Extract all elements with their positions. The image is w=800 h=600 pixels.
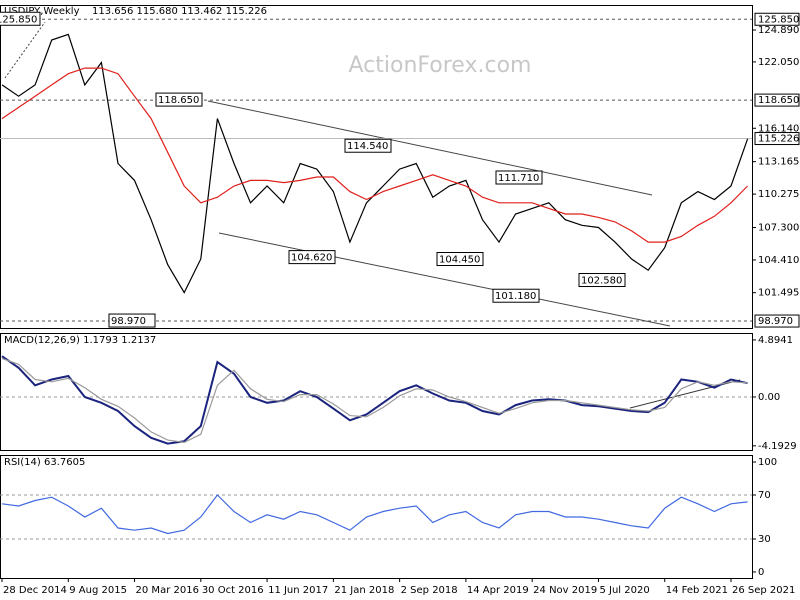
- x-tick-label: 5 Jul 2020: [599, 585, 649, 596]
- annotation-box: [492, 288, 540, 303]
- level-label: 125.850: [758, 14, 799, 25]
- x-tick-label: 11 Jun 2017: [268, 585, 328, 596]
- annotation-box: [288, 250, 336, 265]
- annotation-label: 118.650: [158, 95, 199, 106]
- annotation-box: [344, 138, 392, 153]
- y-tick-label: 70: [758, 490, 771, 501]
- annotation-box: [0, 11, 41, 26]
- panel-frame: [0, 455, 753, 579]
- y-tick-label: 4.8941: [758, 335, 793, 346]
- annotation-label: 102.580: [581, 276, 622, 287]
- annotation-label: 104.620: [291, 253, 332, 264]
- y-tick-label: 110.275: [758, 189, 799, 200]
- x-tick-label: 14 Feb 2021: [666, 585, 728, 596]
- annotation-box: [155, 92, 203, 107]
- x-tick-label: 24 Nov 2019: [533, 585, 597, 596]
- y-tick-label: 107.300: [758, 223, 799, 234]
- channel-lower: [218, 232, 671, 327]
- y-tick-label: -4.1929: [758, 441, 797, 452]
- y-tick-label: 124.890: [758, 25, 799, 36]
- panel-frame: [0, 5, 753, 329]
- x-tick-label: 30 Oct 2016: [202, 585, 264, 596]
- ohlc: 113.656 115.680 113.462 115.226: [92, 6, 267, 17]
- y-tick-label: 122.050: [758, 57, 799, 68]
- level-box: [754, 93, 800, 107]
- annotation-box: [495, 170, 543, 185]
- annotation-label: 104.450: [439, 255, 480, 266]
- series-line: [1, 494, 748, 535]
- level-box: [754, 12, 800, 26]
- series-line: [1, 67, 749, 243]
- x-tick-label: 20 Mar 2016: [136, 585, 199, 596]
- level-box: [754, 314, 800, 328]
- y-tick-label: 116.140: [758, 123, 799, 134]
- annotation-label: 111.710: [498, 173, 539, 184]
- x-tick-label: 14 Apr 2019: [467, 585, 529, 596]
- annotation-label: 125.850: [0, 14, 37, 25]
- trend-dotted: [4, 21, 46, 79]
- annotation-label: 101.180: [495, 291, 536, 302]
- level-label: 118.650: [758, 95, 799, 106]
- y-tick-label: 100: [758, 457, 777, 468]
- series-line: [1, 33, 749, 294]
- series-line: [1, 357, 748, 444]
- level-label: 98.970: [758, 316, 793, 327]
- series-line: [1, 355, 748, 445]
- y-tick-label: 30: [758, 534, 771, 545]
- chart-title: USDJPY,Weekly: [4, 6, 80, 17]
- macd-title: MACD(12,26,9) 1.1793 1.2137: [4, 335, 156, 346]
- annotation-label: 98.970: [111, 316, 146, 327]
- annotation-box: [436, 252, 484, 267]
- y-tick-label: 101.495: [758, 288, 799, 299]
- y-tick-label: 0.00: [758, 392, 780, 403]
- annotation-box: [578, 273, 626, 288]
- x-tick-label: 26 Sep 2021: [732, 585, 795, 596]
- x-tick-label: 28 Dec 2014: [3, 585, 67, 596]
- y-tick-label: 104.410: [758, 255, 799, 266]
- x-tick-label: 9 Aug 2015: [69, 585, 127, 596]
- x-tick-label: 2 Sep 2018: [401, 585, 458, 596]
- y-tick-label: 113.165: [758, 157, 799, 168]
- channel-upper: [207, 100, 653, 196]
- annotation-label: 114.540: [347, 141, 388, 152]
- watermark: ActionForex.com: [349, 53, 532, 78]
- level-box: [754, 132, 800, 146]
- x-tick-label: 21 Jan 2018: [334, 585, 394, 596]
- rsi-title: RSI(14) 63.7605: [4, 457, 85, 468]
- panel-frame: [0, 333, 753, 451]
- y-tick-label: 0: [758, 567, 764, 578]
- annotation-box: [108, 313, 156, 328]
- level-label: 115.226: [758, 134, 799, 145]
